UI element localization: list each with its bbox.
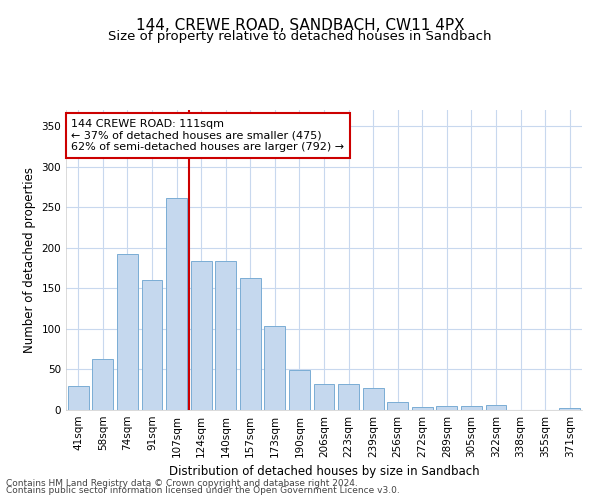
Bar [362, 388, 383, 410]
Text: 144, CREWE ROAD, SANDBACH, CW11 4PX: 144, CREWE ROAD, SANDBACH, CW11 4PX [136, 18, 464, 32]
X-axis label: Distribution of detached houses by size in Sandbach: Distribution of detached houses by size … [169, 466, 479, 478]
Bar [265, 326, 286, 410]
Text: Contains public sector information licensed under the Open Government Licence v3: Contains public sector information licen… [6, 486, 400, 495]
Bar [68, 386, 89, 410]
Bar [166, 198, 187, 410]
Bar [215, 261, 236, 410]
Text: Contains HM Land Registry data © Crown copyright and database right 2024.: Contains HM Land Registry data © Crown c… [6, 478, 358, 488]
Y-axis label: Number of detached properties: Number of detached properties [23, 167, 36, 353]
Bar [289, 370, 310, 410]
Bar [142, 280, 163, 410]
Text: 144 CREWE ROAD: 111sqm
← 37% of detached houses are smaller (475)
62% of semi-de: 144 CREWE ROAD: 111sqm ← 37% of detached… [71, 119, 344, 152]
Bar [485, 405, 506, 410]
Bar [412, 407, 433, 410]
Bar [559, 408, 580, 410]
Text: Size of property relative to detached houses in Sandbach: Size of property relative to detached ho… [108, 30, 492, 43]
Bar [387, 402, 408, 410]
Bar [436, 406, 457, 410]
Bar [240, 278, 261, 410]
Bar [117, 254, 138, 410]
Bar [314, 384, 334, 410]
Bar [461, 406, 482, 410]
Bar [92, 359, 113, 410]
Bar [191, 261, 212, 410]
Bar [338, 384, 359, 410]
